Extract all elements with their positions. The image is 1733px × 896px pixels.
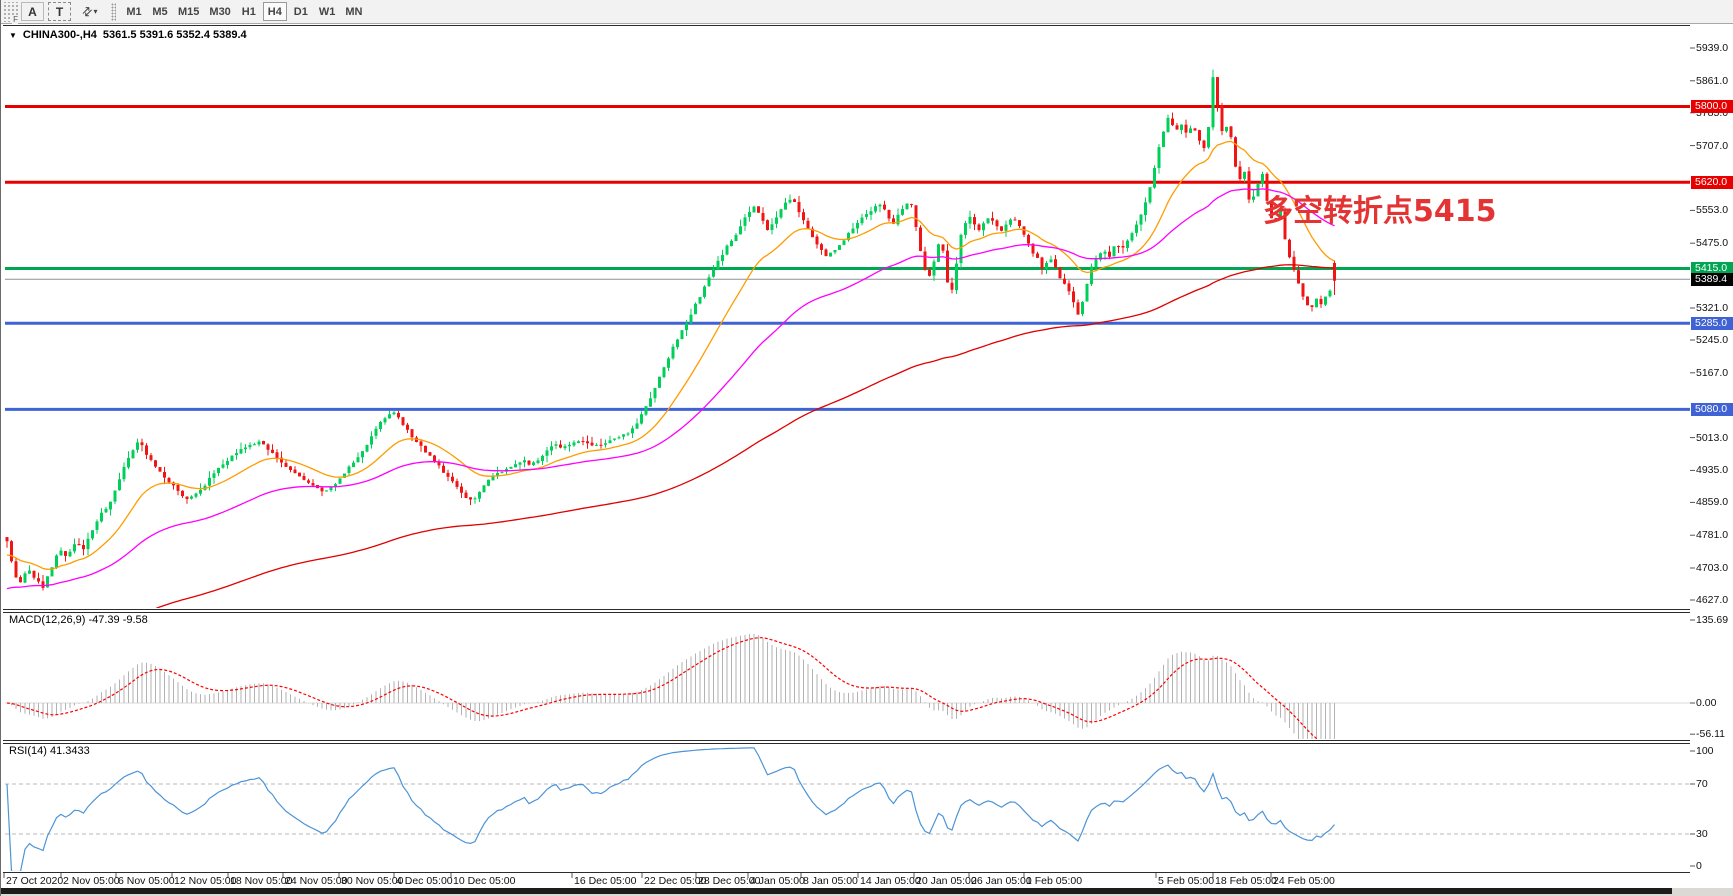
timeframe-button-m30[interactable]: M30 [209, 5, 231, 18]
time-axis-label: 6 Nov 05:00 [118, 875, 175, 887]
time-axis-label: 16 Dec 05:00 [574, 875, 637, 887]
price-axis-label: 5939.0 [1696, 42, 1729, 54]
price-axis-label: 4935.0 [1696, 464, 1729, 476]
macd-indicator-label: MACD(12,26,9) -47.39 -9.58 [9, 614, 148, 626]
scrollbar-thumb[interactable] [1, 888, 1672, 894]
timeframe-button-m1[interactable]: M1 [126, 5, 142, 18]
price-axis-label: 4703.0 [1696, 562, 1729, 574]
price-axis-label: 5013.0 [1696, 432, 1729, 444]
price-axis-label: 5553.0 [1696, 204, 1729, 216]
cycle-tool-button[interactable]: ⇅ ▾ [74, 1, 106, 22]
macd-axis-label: -56.11 [1696, 728, 1725, 740]
price-axis-label: 5475.0 [1696, 237, 1729, 249]
price-axis-label: 5321.0 [1696, 302, 1729, 314]
price-tag-5415-0: 5415.0 [1691, 262, 1733, 275]
rsi-panel[interactable] [3, 743, 1690, 873]
symbol-period-label: CHINA300-,H4 [22, 29, 97, 41]
toolbar-grip[interactable]: F [2, 1, 18, 24]
time-axis-label: 20 Jan 05:00 [916, 875, 977, 887]
dropdown-caret-icon: ▾ [93, 7, 98, 16]
time-axis-label: 1 Feb 05:00 [1026, 875, 1083, 887]
price-tag-5800-0: 5800.0 [1691, 100, 1733, 113]
main-chart-panel[interactable] [3, 25, 1690, 610]
macd-panel[interactable] [3, 612, 1690, 741]
time-axis-label: 27 Oct 2020 [6, 875, 64, 887]
toolbar-grip-label: F [12, 14, 18, 24]
time-axis-label: 26 Jan 05:00 [971, 875, 1032, 887]
price-tag-5080-0: 5080.0 [1691, 403, 1733, 416]
time-axis-label: 24 Feb 05:00 [1273, 875, 1335, 887]
timeframe-button-m5[interactable]: M5 [152, 5, 168, 18]
time-axis-label: 30 Nov 05:00 [341, 875, 404, 887]
timeframe-button-w1[interactable]: W1 [318, 5, 336, 18]
price-tag-5285-0: 5285.0 [1691, 317, 1733, 330]
time-axis-label: 28 Dec 05:00 [698, 875, 761, 887]
timeframe-button-h4[interactable]: H4 [262, 2, 287, 21]
price-axis-label: 4859.0 [1696, 496, 1729, 508]
horizontal-scrollbar[interactable] [1, 888, 1733, 896]
macd-axis-label: 135.69 [1696, 614, 1729, 626]
time-axis-label: 22 Dec 05:00 [644, 875, 707, 887]
rsi-axis-label: 100 [1696, 745, 1714, 757]
chart-title: ▼ CHINA300-,H4 5361.5 5391.6 5352.4 5389… [9, 29, 247, 41]
ohlc-values: 5361.5 5391.6 5352.4 5389.4 [102, 29, 247, 41]
timeframe-button-d1[interactable]: D1 [293, 5, 308, 18]
price-tag-5389-4: 5389.4 [1691, 273, 1733, 286]
time-axis-label: 8 Jan 05:00 [803, 875, 858, 887]
time-axis-label: 5 Feb 05:00 [1158, 875, 1215, 887]
rsi-axis-label: 0 [1696, 860, 1702, 872]
timeframe-button-mn[interactable]: MN [345, 5, 363, 18]
timeframe-button-m15[interactable]: M15 [178, 5, 200, 18]
cursor-tool-button[interactable]: A [21, 2, 44, 21]
time-axis-label: 4 Jan 05:00 [750, 875, 805, 887]
toolbar-separator [111, 2, 116, 21]
price-tag-5620-0: 5620.0 [1691, 176, 1733, 189]
price-axis-label: 5167.0 [1696, 367, 1729, 379]
time-axis-label: 4 Dec 05:00 [396, 875, 453, 887]
timeframe-button-h1[interactable]: H1 [241, 5, 256, 18]
time-axis-label: 10 Dec 05:00 [453, 875, 516, 887]
cycle-arrows-icon: ⇅ [78, 2, 96, 21]
time-axis-label: 14 Jan 05:00 [860, 875, 921, 887]
price-axis-label: 5861.0 [1696, 75, 1729, 87]
macd-axis-label: 0.00 [1696, 697, 1717, 709]
time-axis-label: 2 Nov 05:00 [63, 875, 120, 887]
price-axis-label: 5245.0 [1696, 334, 1729, 346]
toolbar: F A T ⇅ ▾ M1 M5 M15 M30 H1 H4 D1 W1 MN [1, 0, 1733, 24]
price-axis-label: 4627.0 [1696, 594, 1729, 606]
timeframe-bar: M1 M5 M15 M30 H1 H4 D1 W1 MN [121, 2, 367, 21]
symbol-dropdown-icon[interactable]: ▼ [9, 30, 17, 40]
rsi-indicator-label: RSI(14) 41.3433 [9, 745, 90, 757]
rsi-axis-label: 70 [1696, 778, 1708, 790]
rsi-axis-label: 30 [1696, 828, 1708, 840]
time-axis-label: 18 Nov 05:00 [230, 875, 293, 887]
price-axis-label: 5707.0 [1696, 140, 1729, 152]
time-axis-label: 24 Nov 05:00 [285, 875, 348, 887]
price-axis-label: 4781.0 [1696, 529, 1729, 541]
price-axis-strip[interactable] [1691, 25, 1733, 874]
annotation-text[interactable]: 多空转折点5415 [1263, 194, 1497, 229]
time-axis-label: 12 Nov 05:00 [174, 875, 237, 887]
time-axis-label: 18 Feb 05:00 [1215, 875, 1277, 887]
text-tool-button[interactable]: T [48, 2, 71, 21]
